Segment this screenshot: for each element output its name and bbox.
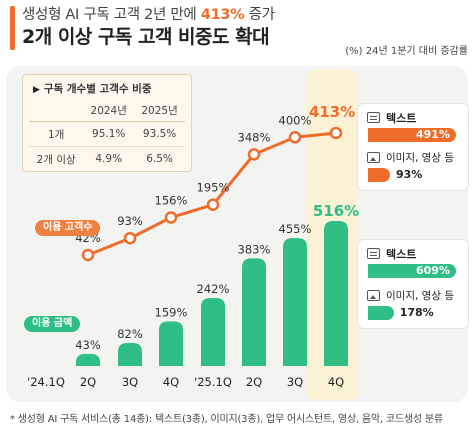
amount-bar-label: 82% <box>117 327 143 341</box>
table-header-cell: 2024년 <box>83 99 135 122</box>
users-line-label: 413% <box>309 103 355 121</box>
table-header-cell: 2025년 <box>134 99 185 122</box>
triangle-right-icon: ▶ <box>33 85 40 95</box>
users-line-point <box>123 231 137 245</box>
x-tick-label: 4Q <box>328 375 344 389</box>
x-tick-label: '25.1Q <box>194 375 232 389</box>
customer-share-table-box: ▶ 구독 개수별 고객수 비중 2024년 2025년 1개 95.1% 93.5… <box>22 74 192 172</box>
amount-bar-label: 43% <box>75 338 101 352</box>
title-line-2: 2개 이상 구독 고객 비중도 확대 <box>22 26 270 48</box>
footnote: * 생성형 AI 구독 서비스(총 14종): 텍스트(3종), 이미지(3종)… <box>10 414 443 425</box>
breakdown-value: 178% <box>399 306 434 319</box>
amount-bar <box>118 342 142 366</box>
breakdown-label: 이미지, 영상 등 <box>386 152 454 164</box>
users-line-point <box>288 131 302 144</box>
breakdown-value: 93% <box>396 168 423 181</box>
amount-bar <box>201 297 225 366</box>
amount-series-tag: 이용 금액 <box>24 316 81 332</box>
table-row: 2개 이상 4.9% 6.5% <box>29 147 185 172</box>
table-title: ▶ 구독 개수별 고객수 비중 <box>33 83 152 95</box>
amount-bar <box>159 321 183 366</box>
amount-bar <box>76 353 100 366</box>
breakdown-bar <box>368 128 456 142</box>
breakdown-value: 491% <box>416 128 450 141</box>
document-icon <box>367 248 380 259</box>
x-tick-label: '24.1Q <box>27 375 65 389</box>
amount-bar-label: 455% <box>279 222 312 236</box>
amount-breakdown-box: 텍스트 609% 이미지, 영상 등 178% <box>358 240 468 328</box>
breakdown-bar <box>368 264 456 278</box>
document-icon <box>367 112 380 123</box>
table-cell: 4.9% <box>95 153 123 165</box>
amount-bar-label: 242% <box>197 282 230 296</box>
breakdown-label: 이미지, 영상 등 <box>386 290 454 302</box>
table-cell: 6.5% <box>146 153 173 165</box>
users-line-point <box>81 248 95 262</box>
breakdown-bar <box>368 306 394 320</box>
amount-bar <box>283 238 307 366</box>
users-series-tag: 이용 고객수 <box>35 220 101 236</box>
breakdown-bar <box>368 168 390 182</box>
users-breakdown-box: 텍스트 491% 이미지, 영상 등 93% <box>358 104 468 190</box>
table-cell: 93.5% <box>134 121 185 147</box>
customer-share-table: 2024년 2025년 1개 95.1% 93.5% 2개 이상 4.9% 6.… <box>29 99 185 171</box>
amount-bar-label: 383% <box>238 242 271 256</box>
users-line-point <box>329 126 343 140</box>
amount-bar-label: 159% <box>155 305 188 319</box>
users-line-label: 156% <box>155 194 188 208</box>
users-line-label: 400% <box>279 113 312 127</box>
users-line-point <box>206 198 220 211</box>
unit-note: (%) 24년 1분기 대비 증감률 <box>345 46 468 57</box>
amount-bar <box>324 221 348 366</box>
breakdown-label: 텍스트 <box>386 248 417 261</box>
x-tick-label: 2Q <box>80 375 96 389</box>
image-icon <box>367 152 380 163</box>
x-tick-label: 3Q <box>122 375 138 389</box>
table-cell: 1개 <box>29 121 84 147</box>
users-line-point <box>164 211 178 224</box>
x-tick-label: 3Q <box>287 375 303 389</box>
users-line-label: 195% <box>197 181 230 195</box>
users-line-label: 93% <box>117 214 143 228</box>
table-header-cell <box>29 99 84 122</box>
x-tick-label: 2Q <box>246 375 262 389</box>
image-icon <box>367 290 380 301</box>
title-highlight: 413% <box>200 7 245 23</box>
title-line-1: 생성형 AI 구독 고객 2년 만에 413% 증가 <box>22 7 275 23</box>
users-line-point <box>247 148 261 161</box>
breakdown-value: 609% <box>416 264 450 277</box>
users-line-label: 348% <box>238 130 271 144</box>
header-accent-bar <box>10 6 15 50</box>
table-cell: 2개 이상 <box>36 153 76 166</box>
breakdown-label: 텍스트 <box>386 112 417 125</box>
amount-bar-label: 516% <box>313 202 359 220</box>
x-tick-label: 4Q <box>163 375 179 389</box>
table-cell: 95.1% <box>83 121 135 147</box>
amount-bar <box>242 258 266 366</box>
table-row: 1개 95.1% 93.5% <box>29 121 185 147</box>
